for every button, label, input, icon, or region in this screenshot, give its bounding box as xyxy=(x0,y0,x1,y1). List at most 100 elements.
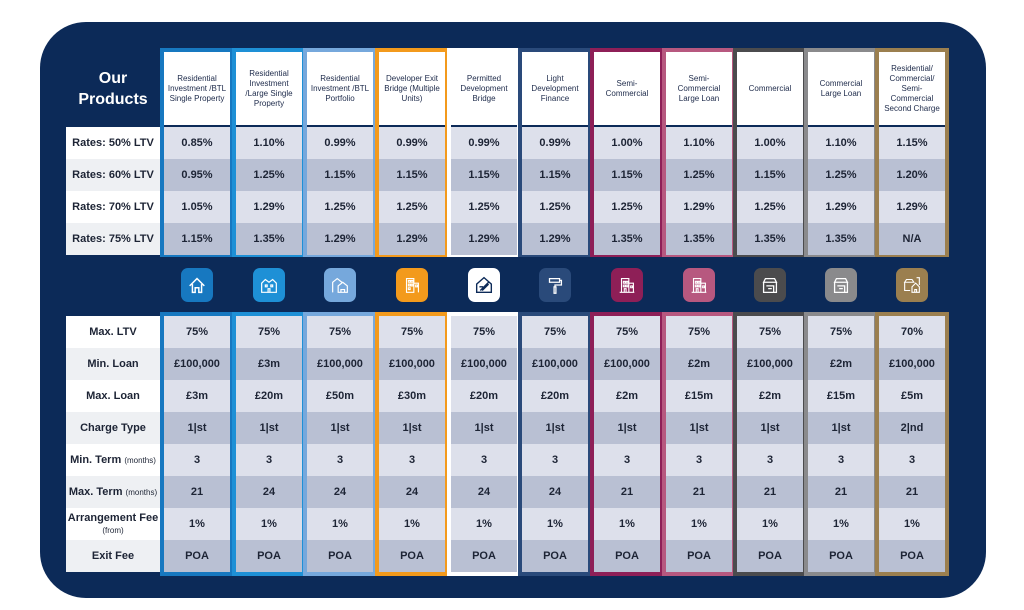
rate-cell: 1.35% xyxy=(666,223,732,255)
detail-cell: POA xyxy=(522,540,588,572)
detail-cell: £100,000 xyxy=(307,348,373,380)
detail-cell: £100,000 xyxy=(879,348,945,380)
detail-cell: 1% xyxy=(307,508,373,540)
detail-cell: 24 xyxy=(236,476,302,508)
detail-cell: 70% xyxy=(879,316,945,348)
detail-row-label: Min. Loan xyxy=(66,348,160,380)
rate-cell: 1.35% xyxy=(808,223,874,255)
label-wrap: Min. Term (months) xyxy=(70,454,156,467)
detail-cell: 1% xyxy=(666,508,732,540)
label-text: Max. Loan xyxy=(86,390,140,402)
detail-cell: £2m xyxy=(737,380,803,412)
detail-cell: 75% xyxy=(666,316,732,348)
detail-cell: 3 xyxy=(594,444,660,476)
detail-cell: £15m xyxy=(666,380,732,412)
rate-cell: 0.99% xyxy=(379,127,445,159)
detail-cell: 1% xyxy=(451,508,517,540)
detail-cell: 21 xyxy=(879,476,945,508)
rate-cell: 1.15% xyxy=(737,159,803,191)
label-wrap: Exit Fee xyxy=(92,550,134,562)
detail-row-label: Max. Term (months) xyxy=(66,476,160,508)
rate-cell: 1.29% xyxy=(379,223,445,255)
detail-cell: £100,000 xyxy=(737,348,803,380)
detail-cell: 1% xyxy=(737,508,803,540)
rate-cell: 1.05% xyxy=(164,191,230,223)
product-header: Permitted Development Bridge xyxy=(451,52,517,125)
page-title: Our Products xyxy=(66,68,160,110)
detail-cell: 1|st xyxy=(236,412,302,444)
detail-row-label: Exit Fee xyxy=(66,540,160,572)
detail-cell: 3 xyxy=(666,444,732,476)
rate-cell: 1.10% xyxy=(666,127,732,159)
detail-cell: £2m xyxy=(808,348,874,380)
product-details-column xyxy=(875,312,949,576)
detail-cell: 21 xyxy=(666,476,732,508)
detail-cell: POA xyxy=(379,540,445,572)
rate-cell: 1.00% xyxy=(737,127,803,159)
label-unit: (months) xyxy=(124,455,156,465)
rate-cell: 1.25% xyxy=(451,191,517,223)
detail-cell: 21 xyxy=(164,476,230,508)
rate-cell: 1.25% xyxy=(594,191,660,223)
detail-cell: £100,000 xyxy=(522,348,588,380)
label-text: Charge Type xyxy=(80,422,146,434)
rate-cell: 1.25% xyxy=(236,159,302,191)
detail-cell: £15m xyxy=(808,380,874,412)
title-line: Products xyxy=(78,91,148,108)
rate-cell: 1.25% xyxy=(666,159,732,191)
detail-cell: 75% xyxy=(164,316,230,348)
house-icon xyxy=(181,268,213,302)
rate-cell: 1.25% xyxy=(737,191,803,223)
rate-cell: 1.25% xyxy=(522,191,588,223)
detail-cell: £3m xyxy=(164,380,230,412)
detail-cell: 1% xyxy=(379,508,445,540)
detail-cell: 1|st xyxy=(164,412,230,444)
detail-cell: 24 xyxy=(522,476,588,508)
rate-cell: 1.25% xyxy=(379,191,445,223)
detail-cell: 75% xyxy=(379,316,445,348)
detail-cell: £2m xyxy=(666,348,732,380)
paint-roller-icon xyxy=(539,268,571,302)
detail-cell: £30m xyxy=(379,380,445,412)
label-text: Min. Term xyxy=(70,453,122,466)
product-header: Developer Exit Bridge (Multiple Units) xyxy=(379,52,445,125)
rate-cell: 0.99% xyxy=(451,127,517,159)
detail-cell: £3m xyxy=(236,348,302,380)
detail-row-label: Charge Type xyxy=(66,412,160,444)
detail-cell: POA xyxy=(307,540,373,572)
product-header: Residential/ Commercial/ Semi-Commercial… xyxy=(879,52,945,125)
rate-cell: 1.29% xyxy=(666,191,732,223)
rate-cell: 1.29% xyxy=(879,191,945,223)
detail-cell: 3 xyxy=(522,444,588,476)
detail-cell: £100,000 xyxy=(594,348,660,380)
detail-cell: 1|st xyxy=(666,412,732,444)
detail-cell: 75% xyxy=(737,316,803,348)
detail-cell: 75% xyxy=(307,316,373,348)
rate-cell: N/A xyxy=(879,223,945,255)
label-wrap: Min. Loan xyxy=(87,358,138,370)
shop-icon xyxy=(825,268,857,302)
detail-cell: £20m xyxy=(522,380,588,412)
detail-cell: 1|st xyxy=(379,412,445,444)
rate-cell: 1.10% xyxy=(808,127,874,159)
product-header: Residential Investment /BTL Single Prope… xyxy=(164,52,230,125)
detail-cell: 3 xyxy=(379,444,445,476)
detail-cell: 3 xyxy=(307,444,373,476)
house-plan-icon xyxy=(468,268,500,302)
detail-cell: £2m xyxy=(594,380,660,412)
label-unit: (from) xyxy=(102,525,124,535)
shop-icon xyxy=(754,268,786,302)
detail-cell: POA xyxy=(808,540,874,572)
product-header: Semi-Commercial Large Loan xyxy=(666,52,732,125)
detail-cell: 1|st xyxy=(307,412,373,444)
label-unit: (months) xyxy=(125,487,158,497)
rate-cell: 1.25% xyxy=(307,191,373,223)
detail-cell: 3 xyxy=(451,444,517,476)
detail-cell: 1% xyxy=(879,508,945,540)
detail-cell: 3 xyxy=(879,444,945,476)
detail-cell: 75% xyxy=(594,316,660,348)
product-header: Residential Investment /Large Single Pro… xyxy=(236,52,302,125)
detail-cell: £100,000 xyxy=(451,348,517,380)
product-header: Residential Investment /BTL Portfolio xyxy=(307,52,373,125)
rate-cell: 1.35% xyxy=(236,223,302,255)
